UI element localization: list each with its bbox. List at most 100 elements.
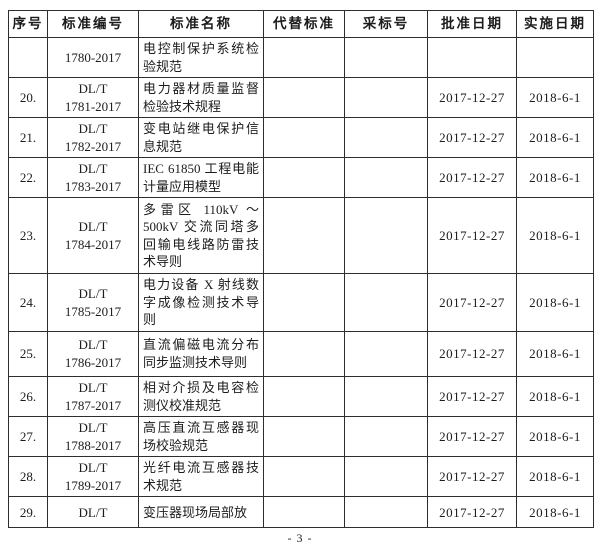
cell-approval: 2017-12-27 [427, 273, 517, 333]
column-header-implementation: 实施日期 [516, 10, 594, 38]
cell-implementation: 2018-6-1 [516, 157, 594, 199]
cell-seq [8, 36, 48, 79]
cell-implementation: 2018-6-1 [516, 117, 594, 159]
table-row: 1780-2017 电控制保护系统检验规范 [8, 36, 594, 79]
table-row: 22. DL/T 1783-2017 IEC 61850 工程电能计量应用模型 … [8, 157, 594, 199]
cell-name: 变压器现场局部放 [138, 496, 264, 529]
column-header-seq: 序号 [8, 10, 48, 38]
cell-replaced [263, 331, 345, 378]
cell-replaced [263, 36, 345, 79]
cell-approval: 2017-12-27 [427, 197, 517, 275]
cell-implementation: 2018-6-1 [516, 496, 594, 529]
cell-name: 电力器材质量监督检验技术规程 [138, 77, 264, 119]
cell-name: 相对介损及电容检测仪校准规范 [138, 376, 264, 418]
cell-replaced [263, 117, 345, 159]
cell-implementation: 2018-6-1 [516, 273, 594, 333]
cell-replaced [263, 456, 345, 498]
cell-adopted [344, 157, 428, 199]
cell-implementation [516, 36, 594, 79]
cell-replaced [263, 77, 345, 119]
cell-code: DL/T 1783-2017 [47, 157, 139, 199]
cell-replaced [263, 496, 345, 529]
cell-name: 电控制保护系统检验规范 [138, 36, 264, 79]
table-row: 28. DL/T 1789-2017 光纤电流互感器技术规范 2017-12-2… [8, 456, 594, 498]
cell-code: 1780-2017 [47, 36, 139, 79]
cell-implementation: 2018-6-1 [516, 416, 594, 458]
cell-adopted [344, 273, 428, 333]
cell-adopted [344, 331, 428, 378]
cell-seq: 23. [8, 197, 48, 275]
cell-code: DL/T [47, 496, 139, 529]
column-header-name: 标准名称 [138, 10, 264, 38]
cell-approval [427, 36, 517, 79]
table-row: 24. DL/T 1785-2017 电力设备 X 射线数字成像检测技术导则 2… [8, 273, 594, 333]
cell-implementation: 2018-6-1 [516, 331, 594, 378]
cell-seq: 26. [8, 376, 48, 418]
column-header-code: 标准编号 [47, 10, 139, 38]
cell-seq: 24. [8, 273, 48, 333]
table-row: 20. DL/T 1781-2017 电力器材质量监督检验技术规程 2017-1… [8, 77, 594, 119]
cell-name: 直流偏磁电流分布同步监测技术导则 [138, 331, 264, 378]
cell-adopted [344, 376, 428, 418]
cell-replaced [263, 197, 345, 275]
cell-code: DL/T 1787-2017 [47, 376, 139, 418]
cell-adopted [344, 36, 428, 79]
cell-code: DL/T 1785-2017 [47, 273, 139, 333]
cell-seq: 27. [8, 416, 48, 458]
cell-name: 变电站继电保护信息规范 [138, 117, 264, 159]
cell-code: DL/T 1789-2017 [47, 456, 139, 498]
cell-adopted [344, 197, 428, 275]
cell-code: DL/T 1784-2017 [47, 197, 139, 275]
cell-approval: 2017-12-27 [427, 496, 517, 529]
cell-code: DL/T 1781-2017 [47, 77, 139, 119]
table-row: 27. DL/T 1788-2017 高压直流互感器现场校验规范 2017-12… [8, 416, 594, 458]
cell-adopted [344, 117, 428, 159]
cell-approval: 2017-12-27 [427, 77, 517, 119]
cell-approval: 2017-12-27 [427, 331, 517, 378]
table-body: 1780-2017 电控制保护系统检验规范 20. DL/T 1781-2017… [8, 36, 594, 529]
cell-replaced [263, 376, 345, 418]
cell-code: DL/T 1788-2017 [47, 416, 139, 458]
cell-seq: 25. [8, 331, 48, 378]
cell-name: 多雷区 110kV ～ 500kV 交流同塔多回输电线路防雷技术导则 [138, 197, 264, 275]
table-row: 21. DL/T 1782-2017 变电站继电保护信息规范 2017-12-2… [8, 117, 594, 159]
table-row: 29. DL/T 变压器现场局部放 2017-12-27 2018-6-1 [8, 496, 594, 529]
cell-approval: 2017-12-27 [427, 157, 517, 199]
cell-name: IEC 61850 工程电能计量应用模型 [138, 157, 264, 199]
cell-name: 电力设备 X 射线数字成像检测技术导则 [138, 273, 264, 333]
cell-adopted [344, 77, 428, 119]
cell-seq: 28. [8, 456, 48, 498]
table-row: 23. DL/T 1784-2017 多雷区 110kV ～ 500kV 交流同… [8, 197, 594, 275]
column-header-adopted: 采标号 [344, 10, 428, 38]
cell-adopted [344, 496, 428, 529]
cell-implementation: 2018-6-1 [516, 197, 594, 275]
cell-approval: 2017-12-27 [427, 416, 517, 458]
cell-approval: 2017-12-27 [427, 456, 517, 498]
column-header-replaced: 代替标准 [263, 10, 345, 38]
cell-replaced [263, 416, 345, 458]
table-row: 25. DL/T 1786-2017 直流偏磁电流分布同步监测技术导则 2017… [8, 331, 594, 378]
standards-table: 序号 标准编号 标准名称 代替标准 采标号 批准日期 实施日期 1780-201… [8, 10, 594, 529]
cell-seq: 22. [8, 157, 48, 199]
cell-name: 光纤电流互感器技术规范 [138, 456, 264, 498]
cell-replaced [263, 273, 345, 333]
cell-implementation: 2018-6-1 [516, 456, 594, 498]
cell-approval: 2017-12-27 [427, 376, 517, 418]
cell-replaced [263, 157, 345, 199]
cell-name: 高压直流互感器现场校验规范 [138, 416, 264, 458]
cell-approval: 2017-12-27 [427, 117, 517, 159]
table-header-row: 序号 标准编号 标准名称 代替标准 采标号 批准日期 实施日期 [8, 10, 594, 38]
cell-code: DL/T 1782-2017 [47, 117, 139, 159]
table-row: 26. DL/T 1787-2017 相对介损及电容检测仪校准规范 2017-1… [8, 376, 594, 418]
cell-implementation: 2018-6-1 [516, 376, 594, 418]
cell-code: DL/T 1786-2017 [47, 331, 139, 378]
cell-adopted [344, 456, 428, 498]
cell-adopted [344, 416, 428, 458]
column-header-approval: 批准日期 [427, 10, 517, 38]
page-number: - 3 - [287, 531, 313, 545]
cell-seq: 20. [8, 77, 48, 119]
cell-seq: 21. [8, 117, 48, 159]
cell-seq: 29. [8, 496, 48, 529]
cell-implementation: 2018-6-1 [516, 77, 594, 119]
